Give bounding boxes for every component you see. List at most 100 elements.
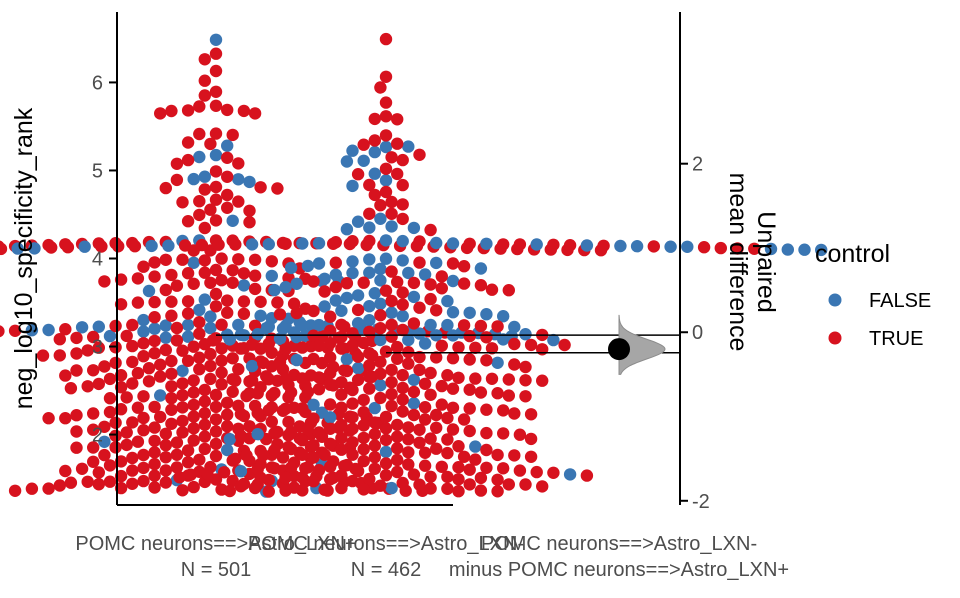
swarm-point-true bbox=[209, 64, 223, 78]
swarm-point-false bbox=[681, 240, 694, 253]
swarm-point-true bbox=[0, 325, 5, 338]
swarm-point-true bbox=[379, 469, 393, 482]
swarm-point-true bbox=[485, 283, 499, 296]
swarm-point-true bbox=[87, 407, 100, 420]
swarm-point-true bbox=[209, 165, 223, 178]
swarm-point-true bbox=[391, 418, 404, 432]
right-y-axis-title-line: mean difference bbox=[724, 173, 752, 352]
swarm-point-true bbox=[491, 387, 504, 400]
swarm-point-true bbox=[64, 476, 78, 489]
swarm-point-true bbox=[148, 295, 161, 309]
swarm-point-false bbox=[301, 259, 315, 273]
swarm-point-true bbox=[446, 401, 460, 414]
swarm-point-true bbox=[469, 453, 482, 466]
swarm-point-true bbox=[452, 341, 465, 354]
swarm-point-true bbox=[485, 342, 499, 355]
swarm-point-false bbox=[223, 333, 236, 346]
swarm-point-true bbox=[226, 128, 239, 142]
swarm-point-true bbox=[87, 455, 100, 468]
swarm-point-true bbox=[379, 96, 393, 109]
swarm-point-false bbox=[193, 150, 206, 164]
swarm-point-true bbox=[92, 377, 106, 391]
swarm-point-true bbox=[98, 420, 111, 433]
swarm-point-false bbox=[11, 242, 24, 255]
swarm-point-true bbox=[148, 421, 161, 434]
swarm-point-true bbox=[248, 107, 262, 120]
swarm-point-true bbox=[282, 415, 295, 429]
swarm-point-true bbox=[195, 238, 209, 252]
swarm-point-true bbox=[363, 234, 376, 248]
swarm-point-true bbox=[109, 441, 122, 454]
swarm-point-false bbox=[346, 255, 359, 268]
swarm-point-false bbox=[329, 294, 342, 307]
swarm-point-true bbox=[237, 307, 251, 320]
swarm-point-false bbox=[368, 145, 381, 159]
swarm-point-true bbox=[396, 323, 409, 337]
swarm-point-false bbox=[307, 398, 320, 411]
swarm-point-true bbox=[379, 422, 393, 435]
swarm-point-true bbox=[209, 300, 223, 313]
swarm-point-true bbox=[137, 390, 150, 403]
swarm-point-true bbox=[70, 331, 83, 345]
swarm-point-true bbox=[187, 480, 200, 494]
swarm-point-false bbox=[385, 481, 398, 495]
swarm-point-false bbox=[181, 318, 195, 332]
swarm-point-true bbox=[580, 469, 594, 482]
swarm-point-true bbox=[452, 371, 465, 384]
swarm-point-true bbox=[75, 462, 89, 475]
left-y-tick-label: 6 bbox=[92, 72, 103, 94]
swarm-point-true bbox=[474, 484, 488, 497]
swarm-point-true bbox=[126, 477, 139, 490]
swarm-point-true bbox=[248, 282, 262, 296]
left-y-tick-label: 5 bbox=[92, 160, 103, 182]
legend-title: control bbox=[815, 240, 890, 268]
swarm-point-true bbox=[407, 408, 421, 422]
swarm-point-true bbox=[368, 427, 381, 441]
swarm-point-true bbox=[198, 183, 211, 196]
swarm-point-true bbox=[243, 420, 256, 433]
swarm-point-true bbox=[221, 294, 234, 307]
swarm-point-true bbox=[154, 107, 167, 120]
swarm-point-true bbox=[413, 436, 426, 449]
swarm-point-true bbox=[226, 276, 239, 289]
swarm-point-false bbox=[98, 435, 111, 448]
swarm-point-true bbox=[209, 180, 223, 194]
swarm-point-true bbox=[237, 104, 251, 118]
swarm-point-true bbox=[357, 454, 370, 468]
swarm-point-true bbox=[251, 387, 264, 400]
left-y-tick-label: 4 bbox=[92, 249, 103, 271]
swarm-point-false bbox=[368, 167, 381, 180]
swarm-point-false bbox=[324, 411, 337, 424]
swarm-point-true bbox=[374, 309, 387, 322]
swarm-point-true bbox=[176, 414, 189, 428]
swarm-point-true bbox=[502, 284, 515, 297]
swarm-point-false bbox=[176, 364, 189, 377]
swarm-point-true bbox=[81, 344, 94, 357]
swarm-point-true bbox=[474, 319, 488, 333]
swarm-point-true bbox=[148, 481, 161, 494]
swarm-point-true bbox=[536, 343, 549, 356]
swarm-point-true bbox=[176, 426, 189, 439]
swarm-point-true bbox=[159, 451, 172, 464]
swarm-point-true bbox=[198, 89, 211, 102]
swarm-point-true bbox=[524, 408, 538, 421]
swarm-point-true bbox=[109, 416, 122, 429]
swarm-point-true bbox=[0, 242, 8, 256]
swarm-point-true bbox=[218, 466, 231, 479]
swarm-point-true bbox=[165, 295, 178, 308]
swarm-point-true bbox=[391, 137, 404, 150]
swarm-point-true bbox=[379, 185, 393, 199]
swarm-point-true bbox=[424, 292, 437, 306]
swarm-point-false bbox=[290, 353, 303, 367]
swarm-point-false bbox=[379, 140, 393, 154]
swarm-point-true bbox=[81, 380, 94, 393]
swarm-point-true bbox=[209, 85, 223, 99]
swarm-point-true bbox=[357, 336, 370, 350]
swarm-point-true bbox=[508, 407, 521, 420]
swarm-point-true bbox=[178, 239, 192, 252]
swarm-point-true bbox=[296, 341, 309, 354]
swarm-point-true bbox=[374, 367, 387, 380]
swarm-point-true bbox=[430, 442, 443, 455]
swarm-point-true bbox=[159, 427, 172, 440]
swarm-point-true bbox=[363, 178, 376, 192]
